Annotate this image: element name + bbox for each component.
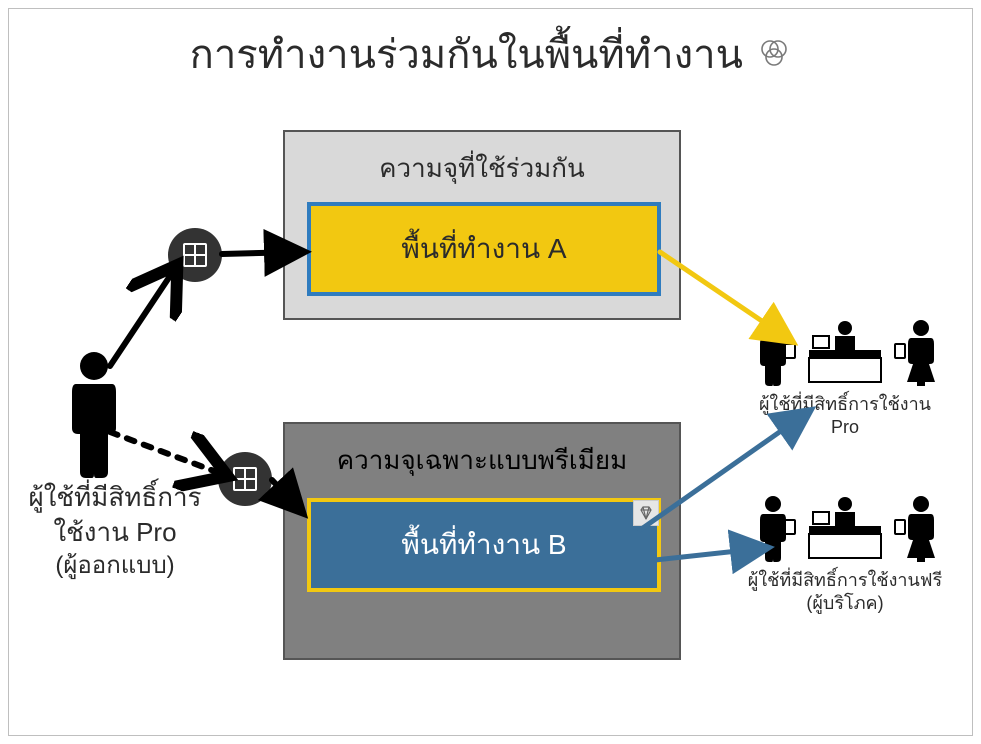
pro-consumers-label: ผู้ใช้ที่มีสิทธิ์การใช้งาน Pro (735, 393, 955, 440)
title-row: การทำงานร่วมกันในพื้นที่ทำงาน (0, 22, 981, 86)
free-consumers-label: ผู้ใช้ที่มีสิทธิ์การใช้งานฟรี (ผู้บริโภค… (735, 569, 955, 616)
diamond-icon (633, 500, 659, 526)
free-consumers-group: ผู้ใช้ที่มีสิทธิ์การใช้งานฟรี (ผู้บริโภค… (735, 492, 955, 616)
powerbi-icon-1 (168, 228, 222, 282)
workspace-b-label: พื้นที่ทำงาน B (401, 529, 566, 560)
designer-label-line1: ผู้ใช้ที่มีสิทธิ์การ (28, 482, 201, 512)
designer-person-icon (58, 350, 130, 485)
pro-consumers-label-line1: ผู้ใช้ที่มีสิทธิ์การใช้งาน (759, 394, 931, 414)
pro-consumers-label-line2: Pro (831, 417, 859, 437)
pro-consumers-group: ผู้ใช้ที่มีสิทธิ์การใช้งาน Pro (735, 316, 955, 440)
free-consumers-label-line1: ผู้ใช้ที่มีสิทธิ์การใช้งานฟรี (748, 570, 942, 590)
designer-label-line2: ใช้งาน Pro (53, 517, 176, 547)
free-consumers-icons (745, 492, 945, 562)
shared-capacity-label: ความจุที่ใช้ร่วมกัน (285, 148, 679, 189)
page-title: การทำงานร่วมกันในพื้นที่ทำงาน (190, 22, 743, 86)
designer-label-line3: (ผู้ออกแบบ) (0, 550, 230, 582)
pro-consumers-icons (745, 316, 945, 386)
free-consumers-label-line2: (ผู้บริโภค) (806, 593, 883, 613)
shared-capacity-box: ความจุที่ใช้ร่วมกัน พื้นที่ทำงาน A (283, 130, 681, 320)
workspace-b-box: พื้นที่ทำงาน B (307, 498, 661, 592)
venn-icon (757, 35, 791, 74)
designer-label: ผู้ใช้ที่มีสิทธิ์การ ใช้งาน Pro (ผู้ออกแ… (0, 480, 230, 583)
premium-capacity-box: ความจุเฉพาะแบบพรีเมียม พื้นที่ทำงาน B (283, 422, 681, 660)
workspace-a-box: พื้นที่ทำงาน A (307, 202, 661, 296)
premium-capacity-label: ความจุเฉพาะแบบพรีเมียม (285, 440, 679, 481)
powerbi-icon-2 (218, 452, 272, 506)
workspace-a-label: พื้นที่ทำงาน A (401, 233, 566, 264)
